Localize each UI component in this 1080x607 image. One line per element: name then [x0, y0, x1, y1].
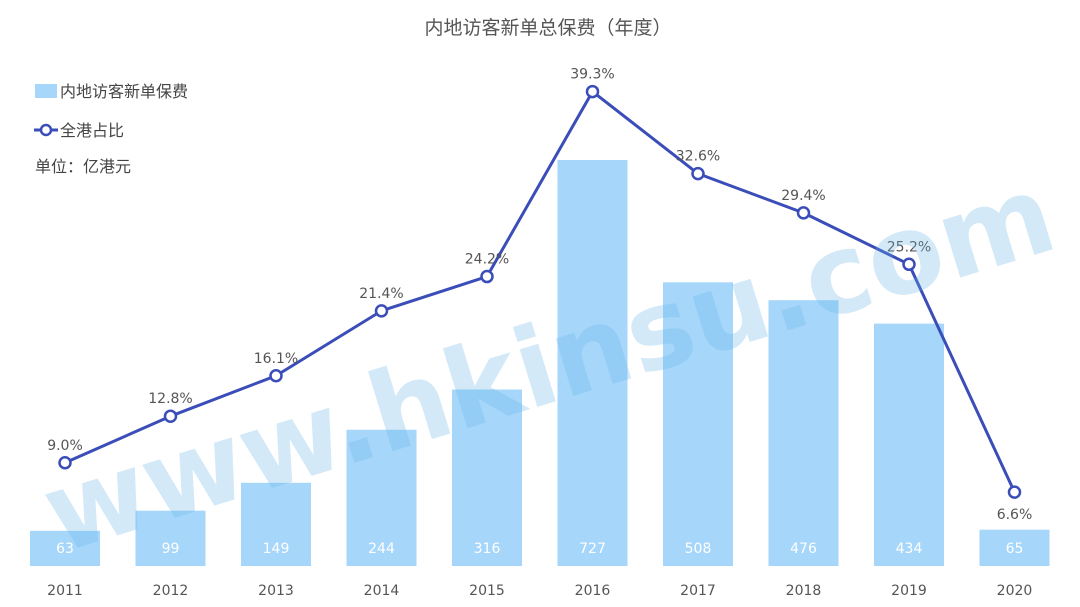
share-label-2016: 39.3% [570, 67, 614, 83]
share-label-2020: 6.6% [997, 507, 1033, 523]
share-point-2020 [1007, 485, 1022, 499]
line-series: 9.0% 12.8% 16.1% 21.4% 24.2% 39.3% 32.6% 29.4% 2… [47, 67, 1032, 524]
share-label-2017: 32.6% [676, 149, 720, 165]
bar-value-label-2013: 149 [263, 541, 290, 557]
x-tick-2013: 2013 [258, 583, 294, 599]
share-point-2019 [902, 257, 916, 272]
share-label-2013: 16.1% [254, 351, 298, 367]
legend-bar-swatch [35, 84, 57, 98]
share-line [64, 90, 1016, 493]
legend: 内地访客新单保费 全港占比 单位：亿港元 [34, 82, 188, 176]
x-tick-2014: 2014 [364, 583, 400, 599]
legend-line-label: 全港占比 [60, 121, 124, 140]
share-point-2018 [796, 206, 811, 220]
bar-2013 [241, 482, 311, 566]
share-point-2012 [163, 409, 178, 423]
share-point-2017 [691, 166, 705, 181]
x-tick-2020: 2020 [997, 583, 1033, 599]
bar-2011 [30, 530, 100, 566]
share-point-2013 [269, 369, 283, 383]
bar-value-label-2018: 476 [790, 541, 817, 557]
share-label-2012: 12.8% [148, 391, 192, 407]
share-label-2018: 29.4% [781, 188, 825, 204]
x-tick-2011: 2011 [47, 583, 83, 599]
share-label-2014: 21.4% [359, 286, 403, 302]
x-tick-2015: 2015 [469, 583, 505, 599]
unit-note: 单位：亿港元 [35, 157, 131, 176]
share-point-2014 [374, 304, 389, 318]
bar-2018 [768, 300, 839, 566]
bar-value-label-2012: 99 [162, 541, 180, 557]
bar-value-label-2015: 316 [474, 541, 501, 557]
x-tick-2018: 2018 [786, 583, 822, 599]
bar-2016 [557, 160, 628, 566]
bar-series: 63 99 149 244 316 727 508 476 434 65 [30, 160, 1050, 566]
share-label-2015: 24.2% [465, 252, 509, 268]
bar-value-label-2017: 508 [685, 541, 712, 557]
share-point-2016 [585, 84, 600, 99]
bar-value-label-2014: 244 [368, 541, 395, 557]
bar-2020 [979, 529, 1050, 566]
x-tick-2019: 2019 [891, 583, 927, 599]
bar-2015 [452, 389, 522, 566]
x-tick-2016: 2016 [575, 583, 611, 599]
legend-line-marker [39, 123, 53, 137]
x-tick-2017: 2017 [680, 583, 716, 599]
legend-bar-label: 内地访客新单保费 [60, 82, 188, 101]
share-point-2011 [58, 456, 72, 470]
bar-value-label-2016: 727 [579, 541, 606, 557]
bar-value-label-2019: 434 [896, 541, 923, 557]
share-label-2011: 9.0% [47, 438, 83, 454]
x-axis-ticks: 2011 2012 2013 2014 2015 2016 2017 2018 2019 2020 [47, 583, 1032, 599]
bar-value-label-2020: 65 [1006, 541, 1024, 557]
chart-title: 内地访客新单总保费（年度） [424, 17, 671, 39]
x-tick-2012: 2012 [153, 583, 189, 599]
bar-value-label-2011: 63 [56, 541, 74, 557]
bar-2017 [663, 282, 733, 566]
bar-2012 [135, 510, 206, 566]
share-point-2015 [480, 269, 494, 284]
bar-2019 [874, 323, 944, 566]
bar-2014 [346, 429, 417, 566]
share-label-2019: 25.2% [887, 239, 931, 255]
